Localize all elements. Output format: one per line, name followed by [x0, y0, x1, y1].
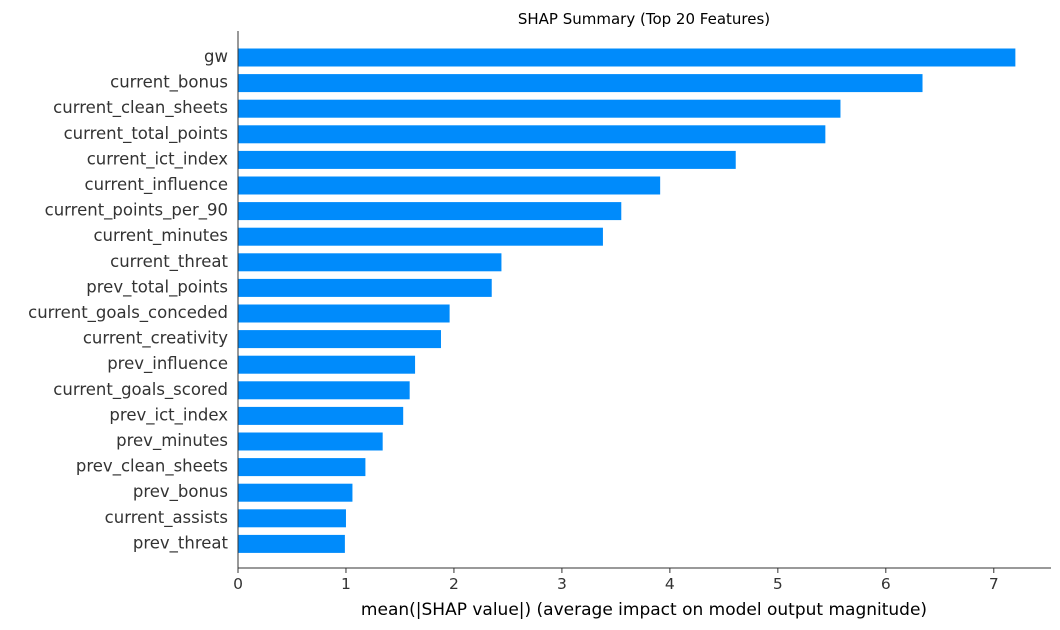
- bar-prev-ict-index: [238, 406, 404, 425]
- bar-current-creativity: [238, 330, 441, 349]
- x-axis-ticks: 0 1 2 3 4 5 6 7: [233, 568, 999, 593]
- bar-current-ict-index: [238, 150, 736, 169]
- category-label-current-ict-index: current_ict_index: [87, 149, 229, 169]
- category-label-current-threat: current_threat: [110, 252, 228, 272]
- category-label-current-assists: current_assists: [105, 508, 228, 528]
- category-label-prev-clean-sheets: prev_clean_sheets: [76, 457, 228, 477]
- bar-current-threat: [238, 253, 502, 272]
- category-label-current-points-per-90: current_points_per_90: [45, 201, 228, 221]
- category-label-current-goals-scored: current_goals_scored: [53, 380, 228, 400]
- category-label-current-creativity: current_creativity: [83, 329, 228, 349]
- bar-prev-total-points: [238, 278, 492, 297]
- category-label-prev-bonus: prev_bonus: [133, 482, 228, 502]
- category-label-prev-minutes: prev_minutes: [116, 431, 228, 451]
- category-label-prev-threat: prev_threat: [133, 533, 229, 553]
- bar-prev-clean-sheets: [238, 458, 366, 477]
- category-label-prev-influence: prev_influence: [107, 354, 228, 374]
- x-axis-label: mean(|SHAP value|) (average impact on mo…: [361, 600, 927, 620]
- category-labels: gw current_bonus current_clean_sheetscurre…: [28, 47, 228, 553]
- category-label-gw: gw: [204, 47, 228, 66]
- bar-current-total-points: [238, 125, 826, 144]
- x-tick-label: 5: [773, 575, 783, 593]
- bar-gw: [238, 48, 1016, 67]
- category-label-current-minutes: current_minutes: [93, 226, 228, 246]
- bar-prev-threat: [238, 534, 345, 553]
- category-label-current-bonus: current_bonus: [110, 73, 228, 93]
- x-tick-label: 3: [557, 575, 567, 593]
- x-tick-label: 0: [233, 575, 243, 593]
- category-label-prev-total-points: prev_total_points: [86, 277, 228, 297]
- category-label-current-influence: current_influence: [85, 175, 229, 195]
- bar-current-influence: [238, 176, 661, 195]
- x-tick-label: 4: [665, 575, 675, 593]
- bar-current-points-per-90: [238, 202, 622, 221]
- x-tick-label: 6: [881, 575, 891, 593]
- x-tick-label: 1: [341, 575, 351, 593]
- chart-title: SHAP Summary (Top 20 Features): [518, 10, 770, 28]
- bar-prev-influence: [238, 355, 416, 374]
- category-label-current-clean-sheets: current_clean_sheets: [53, 98, 228, 118]
- bar-current-bonus: [238, 74, 923, 93]
- category-label-current-total-points: current_total_points: [64, 124, 228, 144]
- bars-group: [238, 48, 1016, 553]
- category-label-prev-ict-index: prev_ict_index: [109, 405, 228, 425]
- category-label-current-goals-conceded: current_goals_conceded: [28, 303, 228, 323]
- bar-current-minutes: [238, 227, 603, 246]
- x-tick-label: 7: [989, 575, 999, 593]
- bar-current-goals-conceded: [238, 304, 450, 323]
- bar-current-clean-sheets: [238, 99, 841, 118]
- bar-current-goals-scored: [238, 381, 410, 400]
- bar-prev-bonus: [238, 483, 353, 502]
- bar-prev-minutes: [238, 432, 383, 451]
- bar-current-assists: [238, 509, 346, 528]
- x-tick-label: 2: [449, 575, 459, 593]
